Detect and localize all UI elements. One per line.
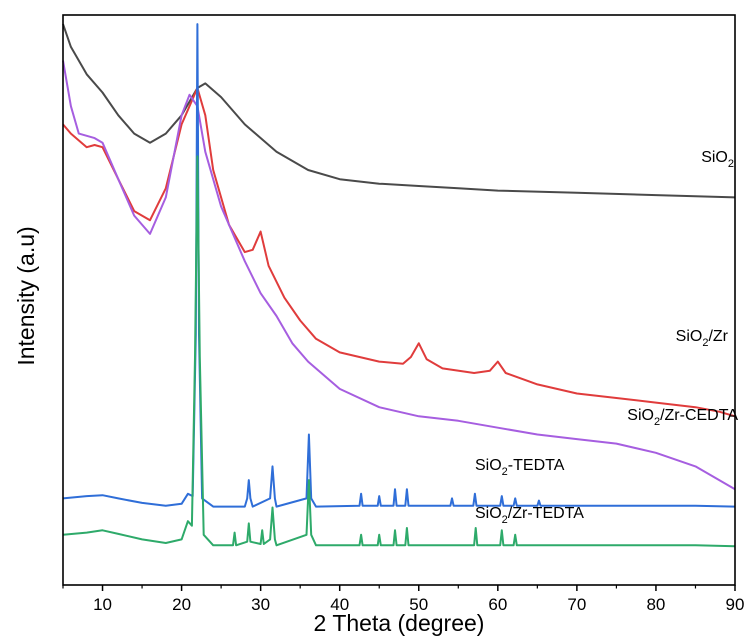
series-line-3 xyxy=(62,23,736,508)
series-label-2: SiO2/Zr-CEDTA xyxy=(627,407,738,428)
x-tick-label: 50 xyxy=(409,595,428,614)
x-ticks: 10 20 30 40 50 60 70 80 90 xyxy=(62,585,745,614)
series-label-4: SiO2/Zr-TEDTA xyxy=(475,505,584,526)
series-label-0: SiO2 xyxy=(701,149,734,170)
plot-frame xyxy=(62,14,736,586)
series-layer xyxy=(62,23,736,548)
series-label-3: SiO2-TEDTA xyxy=(475,457,565,478)
x-tick-label: 30 xyxy=(251,595,270,614)
x-tick-label: 80 xyxy=(646,595,665,614)
series-labels: SiO2 SiO2/Zr SiO2/Zr-CEDTA SiO2-TEDTA SiO2/Z… xyxy=(475,149,738,526)
series-line-2 xyxy=(62,60,736,491)
x-tick-label: 60 xyxy=(488,595,507,614)
series-line-1 xyxy=(62,87,736,418)
series-label-1: SiO2/Zr xyxy=(676,328,729,349)
y-axis-title: Intensity (a.u) xyxy=(13,226,39,365)
x-axis-title: 2 Theta (degree) xyxy=(314,610,485,636)
x-tick-label: 40 xyxy=(330,595,349,614)
x-tick-label: 10 xyxy=(93,595,112,614)
x-tick-label: 70 xyxy=(567,595,586,614)
series-line-0 xyxy=(62,23,736,199)
x-tick-label: 20 xyxy=(172,595,191,614)
x-tick-label: 90 xyxy=(726,595,745,614)
series-line-4 xyxy=(62,155,736,548)
